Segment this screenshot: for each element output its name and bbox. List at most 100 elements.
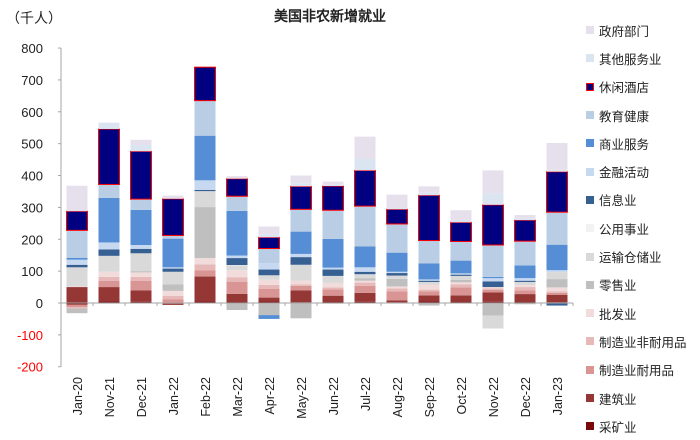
bar-segment (482, 289, 504, 293)
x-tick-label: Jan-20 (71, 377, 85, 415)
bar-segment (418, 263, 440, 280)
bar-segment (226, 265, 248, 266)
bar-segment (66, 230, 88, 258)
bar-segment (322, 184, 344, 187)
legend-item: 信息业 (586, 186, 700, 214)
x-tick-label: Jan-22 (167, 377, 181, 415)
bar-segment (418, 289, 440, 292)
y-tick-label: 800 (21, 41, 43, 56)
bar-segment (546, 143, 568, 170)
legend-item: 运输仓储业 (586, 242, 700, 270)
legend-swatch-icon (586, 139, 594, 148)
bar-segment (546, 287, 568, 292)
legend-item: 公用事业 (586, 214, 700, 242)
bar-segment (450, 221, 472, 242)
bar-segment (290, 257, 312, 265)
legend-item: 制造业耐用品 (586, 356, 700, 384)
bar-segment (226, 281, 248, 294)
y-tick-label: 200 (21, 232, 43, 247)
bar-segment (482, 204, 504, 246)
bar-segment (322, 289, 344, 296)
legend-label: 运输仓储业 (599, 250, 662, 266)
bar-segment (258, 234, 280, 238)
bar-segment (354, 278, 376, 281)
bar-segment (546, 303, 568, 306)
bar-segment (418, 281, 440, 285)
legend-item: 金融活动 (586, 157, 700, 185)
bar-segment (450, 274, 472, 276)
bar-segment (290, 185, 312, 210)
legend-label: 制造业非耐用品 (599, 334, 687, 350)
bar-segment (322, 210, 344, 239)
bar-segment (258, 315, 280, 319)
x-tick-label: Nov-22 (487, 377, 501, 417)
bar-segment (66, 185, 88, 212)
bar-segment (418, 301, 440, 303)
bar-segment (130, 271, 152, 273)
bar-segment (514, 287, 536, 291)
bar-segment (130, 144, 152, 152)
bar-segment (226, 176, 248, 179)
bar-segment (258, 284, 280, 289)
legend-swatch-icon (586, 82, 594, 91)
bar-segment (66, 307, 88, 309)
bar-stack-Feb-22 (194, 66, 216, 303)
bar-segment (450, 260, 472, 274)
bar-segment (258, 269, 280, 276)
bar-segment (546, 171, 568, 213)
bar-segment (450, 273, 472, 275)
bar-segment (322, 287, 344, 290)
bar-segment (386, 278, 408, 287)
bar-stack-Jan-23 (546, 143, 568, 306)
bar-segment (450, 241, 472, 261)
bar-segment (482, 301, 504, 303)
bar-segment (482, 281, 504, 288)
bar-segment (130, 272, 152, 277)
legend-swatch-icon (586, 54, 594, 63)
bar-segment (258, 303, 280, 316)
bar-segment (226, 293, 248, 303)
bar-segment (354, 280, 376, 283)
bar-segment (514, 303, 536, 305)
bar-segment (546, 169, 568, 172)
x-tick-label: Jan-23 (551, 377, 565, 415)
bar-segment (290, 183, 312, 187)
bar-segment (418, 279, 440, 281)
bar-segment (258, 248, 280, 264)
bar-segment (66, 308, 88, 314)
y-tick-label: 500 (21, 137, 43, 152)
legend-swatch-icon (586, 280, 594, 289)
bar-segment (482, 303, 504, 316)
bar-segment (386, 208, 408, 225)
bar-segment (162, 198, 184, 236)
legend-label: 公用事业 (599, 221, 650, 237)
bar-segment (258, 226, 280, 235)
bar-segment (66, 286, 88, 288)
x-tick-label: Aug-22 (391, 377, 405, 417)
bar-segment (162, 303, 184, 305)
bar-stack-Dec-22 (514, 215, 536, 305)
bar-segment (354, 292, 376, 302)
y-tick-label: -100 (17, 328, 43, 343)
bar-segment (386, 291, 408, 301)
bar-segment (354, 274, 376, 275)
bar-segment (450, 284, 472, 288)
bar-segment (130, 209, 152, 245)
x-tick-label: Sep-22 (423, 377, 437, 417)
bar-stack-Sep-22 (418, 186, 440, 306)
bar-stack-Mar-22 (226, 176, 248, 311)
legend-swatch-icon (586, 195, 594, 204)
x-tick-label: Mar-22 (231, 377, 245, 417)
x-tick-label: Jun-22 (327, 377, 341, 415)
x-tick-label: Jul-22 (359, 377, 373, 411)
bar-segment (354, 246, 376, 268)
bar-segment (386, 194, 408, 209)
legend-swatch-icon (586, 26, 594, 35)
x-tick-label: Dec-21 (135, 377, 149, 417)
bar-segment (386, 288, 408, 292)
bar-segment (98, 255, 120, 272)
bar-segment (258, 236, 280, 250)
bar-segment (98, 242, 120, 250)
bar-segment (162, 299, 184, 303)
legend-item: 建筑业 (586, 384, 700, 412)
